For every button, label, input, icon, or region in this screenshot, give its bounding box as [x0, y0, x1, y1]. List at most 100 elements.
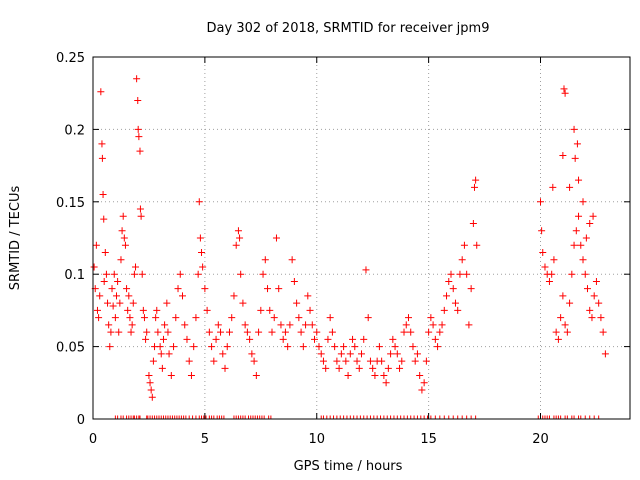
- data-point: [112, 292, 120, 300]
- data-point: [228, 314, 236, 322]
- data-point: [351, 343, 359, 351]
- data-point: [592, 277, 600, 285]
- data-point: [167, 372, 175, 380]
- data-point: [130, 270, 138, 278]
- data-point: [234, 227, 242, 235]
- data-point: [583, 285, 591, 293]
- data-point: [308, 321, 316, 329]
- x-tick-label: 0: [89, 432, 97, 447]
- data-point: [438, 321, 446, 329]
- data-point: [460, 241, 468, 249]
- data-point: [221, 364, 229, 372]
- data-point: [133, 75, 141, 83]
- data-point: [380, 372, 388, 380]
- data-point: [402, 321, 410, 329]
- data-point: [429, 321, 437, 329]
- data-point: [261, 256, 269, 264]
- data-point: [236, 234, 244, 242]
- data-point: [232, 241, 240, 249]
- data-point: [434, 343, 442, 351]
- data-point: [454, 306, 462, 314]
- y-tick-label: 0.25: [56, 51, 85, 66]
- data-point: [105, 321, 113, 329]
- data-point: [172, 314, 180, 322]
- y-tick-label: 0: [77, 413, 85, 428]
- data-point: [142, 335, 150, 343]
- data-point: [288, 256, 296, 264]
- data-point: [152, 314, 160, 322]
- data-point: [281, 328, 289, 336]
- data-point: [230, 292, 238, 300]
- data-point: [134, 96, 142, 104]
- data-point: [164, 328, 172, 336]
- data-point: [293, 299, 301, 307]
- data-point: [595, 299, 603, 307]
- data-point: [275, 285, 283, 293]
- data-point: [353, 357, 361, 365]
- data-point: [366, 357, 374, 365]
- data-point: [387, 350, 395, 358]
- data-point: [581, 270, 589, 278]
- data-point: [577, 241, 585, 249]
- data-point: [369, 364, 377, 372]
- data-point: [163, 299, 171, 307]
- data-point: [451, 299, 459, 307]
- data-point: [128, 321, 136, 329]
- data-point: [389, 335, 397, 343]
- data-point: [239, 299, 247, 307]
- data-point: [560, 85, 568, 93]
- data-point: [114, 277, 122, 285]
- data-point: [568, 270, 576, 278]
- data-point: [196, 234, 204, 242]
- x-axis-label: GPS time / hours: [294, 459, 403, 474]
- data-point: [148, 393, 156, 401]
- data-point: [575, 176, 583, 184]
- data-point: [98, 140, 106, 148]
- data-point: [96, 292, 104, 300]
- data-point: [266, 306, 274, 314]
- data-point: [161, 321, 169, 329]
- data-point: [145, 372, 153, 380]
- data-point: [129, 299, 137, 307]
- data-point: [277, 321, 285, 329]
- data-point: [92, 241, 100, 249]
- data-point: [349, 335, 357, 343]
- data-point: [147, 386, 155, 394]
- data-point: [545, 277, 553, 285]
- data-point: [190, 343, 198, 351]
- data-point: [549, 183, 557, 191]
- data-point: [360, 335, 368, 343]
- data-point: [219, 350, 227, 358]
- data-point: [198, 248, 206, 256]
- data-point: [413, 350, 421, 358]
- data-point: [183, 335, 191, 343]
- data-point: [371, 372, 379, 380]
- data-point: [156, 343, 164, 351]
- data-point: [467, 285, 475, 293]
- data-point: [98, 154, 106, 162]
- data-point: [469, 220, 477, 228]
- data-point: [107, 328, 115, 336]
- data-point: [284, 343, 292, 351]
- data-point: [295, 314, 303, 322]
- data-point: [109, 302, 117, 310]
- data-point: [146, 379, 154, 387]
- data-point: [539, 248, 547, 256]
- data-point: [382, 379, 390, 387]
- data-point: [170, 343, 178, 351]
- data-point: [214, 321, 222, 329]
- data-point: [153, 306, 161, 314]
- data-point: [440, 306, 448, 314]
- y-axis-label: SRMTID / TECUs: [8, 186, 23, 291]
- data-point: [400, 328, 408, 336]
- data-point: [127, 328, 135, 336]
- data-point: [99, 191, 107, 199]
- data-point: [566, 299, 574, 307]
- data-point: [181, 321, 189, 329]
- data-point: [264, 285, 272, 293]
- data-point: [416, 372, 424, 380]
- data-point: [246, 335, 254, 343]
- tick-labels: 0 5 10 15 20 0 0.05 0.1 0.15 0.2 0.25: [56, 51, 549, 447]
- data-point: [123, 285, 131, 293]
- data-point: [571, 154, 579, 162]
